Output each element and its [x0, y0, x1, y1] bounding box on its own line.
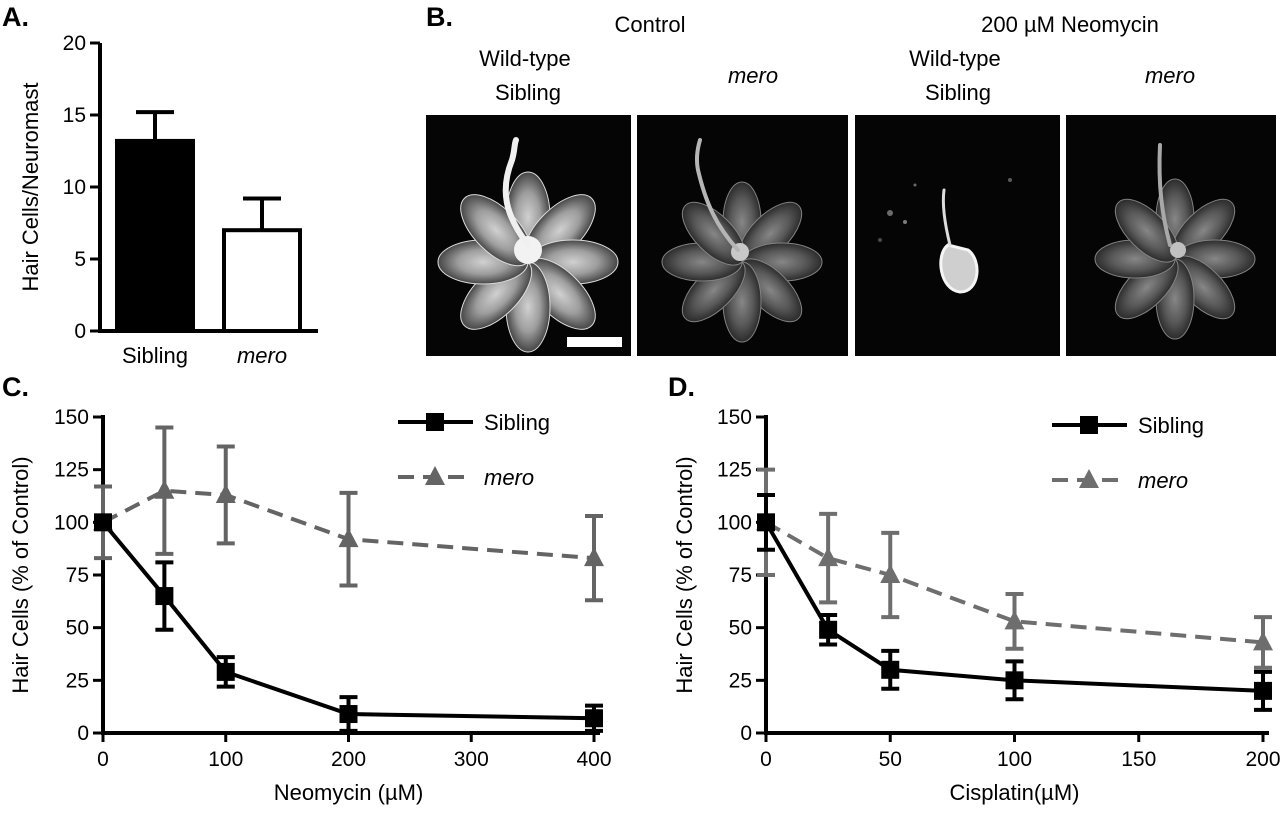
panel-label-c: C.	[2, 372, 29, 402]
data-point-sibling	[881, 660, 900, 679]
y-tick-label: 75	[66, 564, 89, 587]
y-tick-label: 150	[54, 406, 89, 429]
scale-bar	[567, 337, 622, 347]
panel-label-b: B.	[426, 2, 453, 32]
data-point-sibling	[819, 620, 838, 639]
image-label-mero-neomycin: mero	[1145, 63, 1195, 88]
x-tick-label: 200	[331, 748, 366, 771]
x-tick-label: 50	[879, 748, 902, 771]
data-point-sibling	[1005, 671, 1024, 690]
panel-label-d: D.	[668, 372, 695, 402]
legend-label-mero: mero	[1138, 468, 1188, 493]
y-axis-label: Hair Cells/Neuromast	[18, 82, 43, 291]
panel-label-a: A.	[2, 2, 29, 32]
y-tick-label: 10	[63, 176, 86, 199]
legend-label-sibling: Sibling	[1138, 413, 1204, 438]
legend-marker-mero	[425, 466, 445, 485]
bar-mero	[222, 228, 302, 333]
y-tick-label: 125	[54, 459, 89, 482]
y-tick-label: 20	[63, 32, 86, 55]
y-tick-label: 5	[74, 248, 86, 271]
data-point-mero	[584, 547, 604, 567]
y-tick-label: 125	[717, 459, 752, 482]
hair-cells-bar-chart: 0 5 10 15 20 Hair Cells/Neuromast Sibling mero	[18, 32, 318, 368]
group-label-neomycin: 200 µM Neomycin	[981, 12, 1159, 37]
data-point-sibling	[585, 709, 603, 728]
y-tick-label: 25	[66, 669, 89, 692]
group-label-control: Control	[615, 12, 686, 37]
y-axis-label: Hair Cells (% of Control)	[672, 456, 697, 693]
image-label-mero-control: mero	[728, 63, 778, 88]
y-tick-label: 15	[63, 104, 86, 127]
x-category-label: Sibling	[122, 343, 188, 368]
y-tick-label: 50	[66, 617, 89, 640]
x-tick-label: 200	[1245, 748, 1280, 771]
data-point-mero	[215, 483, 236, 503]
legend-marker-sibling	[1080, 416, 1098, 434]
legend-marker-sibling	[426, 413, 444, 431]
data-point-mero	[154, 479, 175, 499]
image-label-sibling-neomycin: Wild-type Sibling	[909, 46, 1007, 105]
data-point-mero	[338, 528, 359, 548]
data-point-sibling	[757, 513, 775, 532]
data-point-sibling	[94, 513, 112, 532]
legend-marker-mero	[1079, 469, 1099, 488]
legend-label-sibling: Sibling	[484, 410, 550, 435]
x-tick-label: 0	[760, 748, 772, 771]
microscopy-panel: Control 200 µM Neomycin Wild-type Siblin…	[426, 12, 1276, 356]
x-category-label: mero	[237, 343, 287, 368]
y-tick-label: 100	[54, 511, 89, 534]
x-tick-label: 150	[1121, 748, 1156, 771]
bar-sibling	[115, 138, 195, 333]
micrograph-sibling-control	[426, 115, 631, 356]
image-label-sibling-control: Wild-type Sibling	[479, 46, 577, 105]
data-point-sibling	[216, 662, 235, 681]
x-tick-label: 400	[576, 748, 611, 771]
x-axis-label: Cisplatin(µM)	[949, 780, 1079, 805]
y-tick-label: 150	[717, 406, 752, 429]
data-point-sibling	[1254, 681, 1272, 700]
data-point-mero	[880, 564, 901, 583]
data-point-sibling	[339, 705, 358, 724]
micrograph-mero-control	[637, 115, 848, 356]
y-tick-label: 100	[717, 511, 752, 534]
y-axis-label: Hair Cells (% of Control)	[8, 456, 33, 693]
x-tick-label: 100	[208, 748, 243, 771]
data-point-sibling	[155, 587, 174, 606]
y-tick-label: 50	[729, 617, 752, 640]
y-tick-label: 75	[729, 564, 752, 587]
x-tick-label: 0	[97, 748, 109, 771]
x-axis-label: Neomycin (µM)	[274, 780, 424, 805]
y-tick-label: 0	[740, 722, 752, 745]
legend-label-mero: mero	[484, 465, 534, 490]
data-point-mero	[1253, 631, 1273, 651]
micrograph-mero-neomycin	[1066, 115, 1276, 356]
data-point-mero	[818, 547, 839, 567]
x-tick-label: 100	[997, 748, 1032, 771]
x-tick-label: 300	[454, 748, 489, 771]
y-tick-label: 25	[729, 669, 752, 692]
micrograph-sibling-neomycin	[855, 115, 1060, 356]
data-point-mero	[1004, 610, 1025, 630]
neomycin-dose-response-chart: 0 25 50 75 100 125 150 0 100 200 300 400 Hair Cells …	[8, 406, 612, 805]
y-tick-label: 0	[74, 320, 86, 343]
cisplatin-dose-response-chart: 0 25 50 75 100 125 150 0 50 100 150 200 Hair Cells (…	[672, 406, 1280, 805]
y-tick-label: 0	[77, 722, 89, 745]
